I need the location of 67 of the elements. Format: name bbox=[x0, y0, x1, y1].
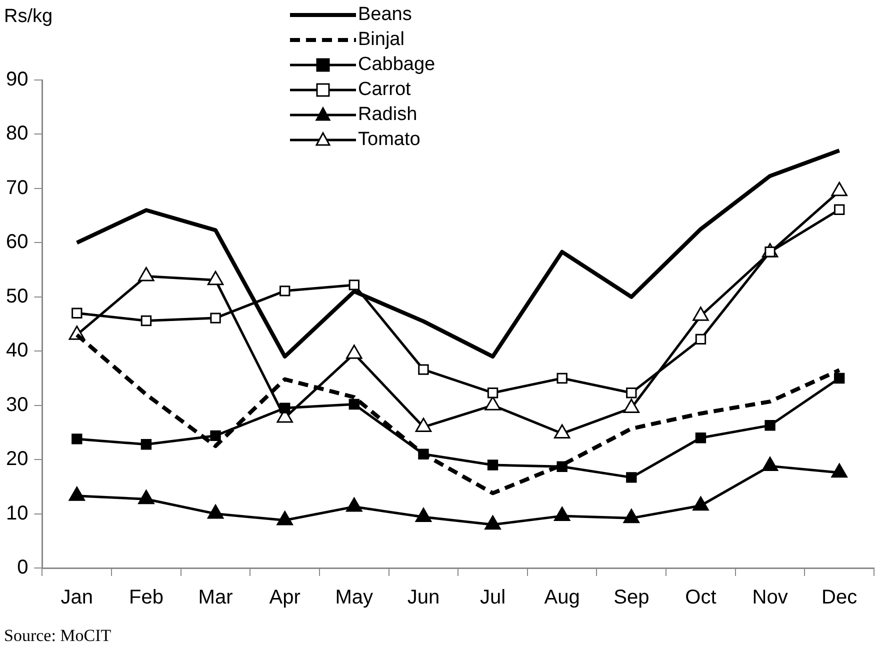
point bbox=[695, 432, 706, 444]
x-tick-label: Sep bbox=[614, 586, 650, 609]
point bbox=[762, 456, 778, 472]
y-tick-label: 30 bbox=[6, 394, 28, 416]
x-tick-label: Apr bbox=[269, 586, 301, 609]
y-tick-label: 80 bbox=[6, 122, 28, 145]
point bbox=[138, 490, 154, 504]
point bbox=[556, 372, 568, 384]
x-tick-label: Aug bbox=[544, 586, 580, 609]
point bbox=[68, 486, 86, 501]
point bbox=[210, 430, 221, 442]
point bbox=[554, 424, 570, 439]
point bbox=[695, 334, 706, 345]
point bbox=[207, 504, 224, 519]
y-tick-label: 60 bbox=[6, 231, 28, 254]
legend-label: Cabbage bbox=[358, 54, 436, 76]
legend-label: Tomato bbox=[358, 128, 420, 150]
legend-label: Carrot bbox=[358, 78, 411, 100]
y-tick-label: 90 bbox=[6, 68, 28, 91]
point bbox=[623, 508, 640, 524]
point bbox=[692, 496, 709, 511]
x-tick-label: Feb bbox=[128, 586, 164, 609]
point bbox=[140, 439, 152, 450]
point bbox=[72, 434, 82, 444]
point bbox=[626, 388, 637, 398]
point bbox=[276, 511, 293, 526]
point bbox=[279, 286, 290, 296]
point bbox=[140, 315, 152, 326]
y-tick-label: 40 bbox=[6, 340, 28, 362]
legend-label: Beans bbox=[358, 4, 412, 26]
y-tick-label: 70 bbox=[6, 176, 28, 199]
x-tick-label: Oct bbox=[685, 586, 717, 609]
point bbox=[834, 204, 845, 215]
x-tick-label: Mar bbox=[198, 586, 234, 609]
point bbox=[415, 508, 432, 522]
legend-label: Binjal bbox=[358, 28, 404, 50]
point bbox=[484, 515, 501, 530]
y-tick-label: 10 bbox=[6, 502, 28, 524]
x-tick-label: Dec bbox=[822, 586, 858, 609]
point bbox=[418, 364, 429, 375]
x-tick-label: May bbox=[335, 586, 374, 609]
point bbox=[626, 472, 637, 483]
x-tick-label: Jun bbox=[407, 586, 440, 609]
point bbox=[487, 460, 498, 470]
point bbox=[623, 398, 640, 414]
point bbox=[487, 388, 498, 398]
x-tick-label: Jul bbox=[480, 586, 506, 609]
point bbox=[484, 396, 501, 410]
point bbox=[346, 497, 362, 512]
y-axis-title: Rs/kg bbox=[4, 6, 53, 28]
source-note: Source: MoCIT bbox=[4, 626, 112, 646]
legend-label: Radish bbox=[358, 104, 418, 126]
point bbox=[831, 463, 848, 478]
point bbox=[210, 312, 221, 324]
y-tick-label: 20 bbox=[6, 448, 28, 470]
point bbox=[554, 506, 570, 521]
point bbox=[764, 420, 776, 431]
point bbox=[415, 418, 432, 432]
point bbox=[72, 308, 82, 318]
point bbox=[834, 372, 845, 384]
point bbox=[279, 402, 290, 414]
point bbox=[348, 280, 360, 290]
point bbox=[348, 398, 360, 410]
x-tick-label: Nov bbox=[752, 586, 788, 609]
y-tick-label: 0 bbox=[17, 556, 28, 579]
y-tick-label: 50 bbox=[6, 285, 28, 308]
x-tick-label: Jan bbox=[60, 586, 94, 609]
